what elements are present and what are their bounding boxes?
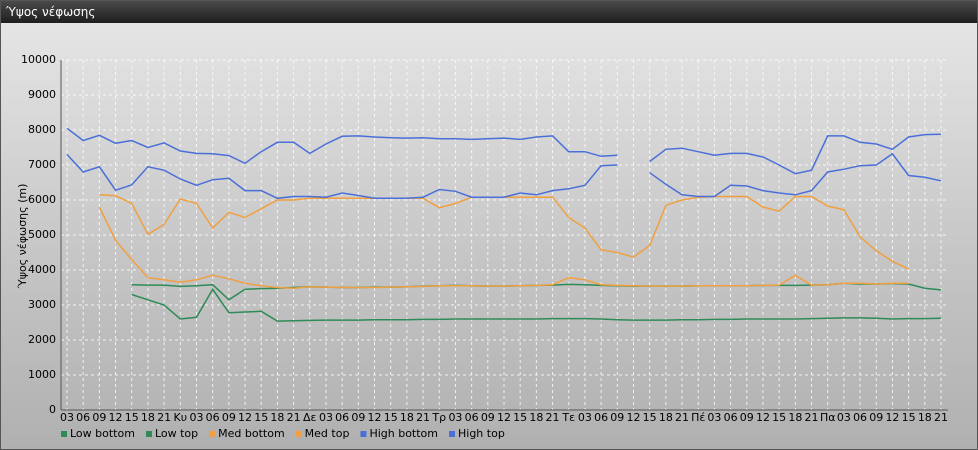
x-tick-label: Πα (820, 411, 836, 424)
y-tick-label: 8000 (28, 123, 56, 136)
legend-swatch (209, 431, 216, 437)
legend-swatch (145, 431, 152, 437)
x-tick-label: 09 (481, 411, 495, 424)
x-tick-label: 12 (368, 411, 382, 424)
x-tick-label: 15 (772, 411, 786, 424)
legend-swatch (360, 431, 367, 437)
legend-label: High bottom (369, 427, 438, 440)
x-tick-label: 09 (351, 411, 365, 424)
x-tick-label: 09 (92, 411, 106, 424)
y-tick-label: 10000 (21, 53, 56, 66)
x-tick-label: 09 (740, 411, 754, 424)
x-tick-label: 18 (659, 411, 673, 424)
x-tick-label: 15 (384, 411, 398, 424)
legend-swatch (61, 431, 67, 437)
x-tick-label: 09 (222, 411, 236, 424)
x-tick-label: 15 (254, 411, 268, 424)
legend-label: Med top (305, 427, 350, 440)
x-tick-label: 18 (141, 411, 155, 424)
x-tick-label: 12 (497, 411, 511, 424)
x-tick-label: 09 (869, 411, 883, 424)
x-tick-label: Τε (561, 411, 575, 424)
x-tick-label: 03 (189, 411, 203, 424)
x-tick-label: 18 (788, 411, 802, 424)
x-tick-label: 06 (594, 411, 608, 424)
x-tick-label: 03 (837, 411, 851, 424)
legend-label: High top (458, 427, 505, 440)
x-tick-label: 21 (416, 411, 430, 424)
x-tick-label: 06 (76, 411, 90, 424)
series-line (66, 152, 942, 200)
legend-swatch (295, 431, 302, 437)
y-tick-label: 6000 (28, 193, 56, 206)
series-line (98, 206, 909, 289)
x-tick-label: 12 (756, 411, 770, 424)
legend-label: Low top (155, 427, 198, 440)
x-tick-label: 18 (270, 411, 284, 424)
legend-label: Low bottom (70, 427, 135, 440)
y-tick-label: 1000 (28, 368, 56, 381)
x-tick-label: 03 (60, 411, 74, 424)
x-tick-label: Κυ (174, 411, 188, 424)
x-tick-label: 21 (157, 411, 171, 424)
x-tick-label: 12 (238, 411, 252, 424)
x-tick-label: 03 (448, 411, 462, 424)
x-tick-label: 15 (513, 411, 527, 424)
x-tick-label: 12 (109, 411, 123, 424)
x-tick-label: Πέ (691, 411, 705, 424)
x-tick-label: 15 (125, 411, 139, 424)
y-tick-label: 4000 (28, 263, 56, 276)
x-tick-label: 18 (400, 411, 414, 424)
x-tick-label: 09 (610, 411, 624, 424)
x-tick-label: 15 (643, 411, 657, 424)
x-tick-label: 15 (902, 411, 916, 424)
y-tick-label: 2000 (28, 333, 56, 346)
x-tick-label: 18 (918, 411, 932, 424)
legend-label: Med bottom (218, 427, 285, 440)
x-tick-label: 21 (546, 411, 560, 424)
y-tick-label: 9000 (28, 88, 56, 101)
x-tick-label: 21 (287, 411, 301, 424)
x-tick-label: 06 (335, 411, 349, 424)
legend-swatch (449, 431, 455, 437)
series-line (66, 127, 942, 175)
x-tick-label: 21 (675, 411, 689, 424)
x-tick-label: Δε (303, 411, 317, 424)
x-tick-label: 06 (465, 411, 479, 424)
x-tick-label: 03 (319, 411, 333, 424)
y-axis-label: Ύψος νέφωσης (m) (16, 184, 29, 290)
x-tick-label: 21 (805, 411, 819, 424)
title-bar: Ύψος νέφωσης (1, 1, 977, 23)
x-tick-label: 21 (934, 411, 948, 424)
series-line (131, 287, 942, 322)
x-tick-label: Τρ (431, 411, 446, 424)
y-tick-label: 5000 (28, 228, 56, 241)
x-tick-label: 06 (853, 411, 867, 424)
y-tick-label: 0 (49, 403, 56, 416)
x-tick-label: 03 (707, 411, 721, 424)
x-tick-label: 12 (626, 411, 640, 424)
x-tick-label: 06 (724, 411, 738, 424)
y-tick-label: 3000 (28, 298, 56, 311)
x-tick-label: 12 (885, 411, 899, 424)
x-tick-label: 18 (529, 411, 543, 424)
x-tick-label: 03 (578, 411, 592, 424)
y-tick-label: 7000 (28, 158, 56, 171)
x-tick-label: 06 (206, 411, 220, 424)
